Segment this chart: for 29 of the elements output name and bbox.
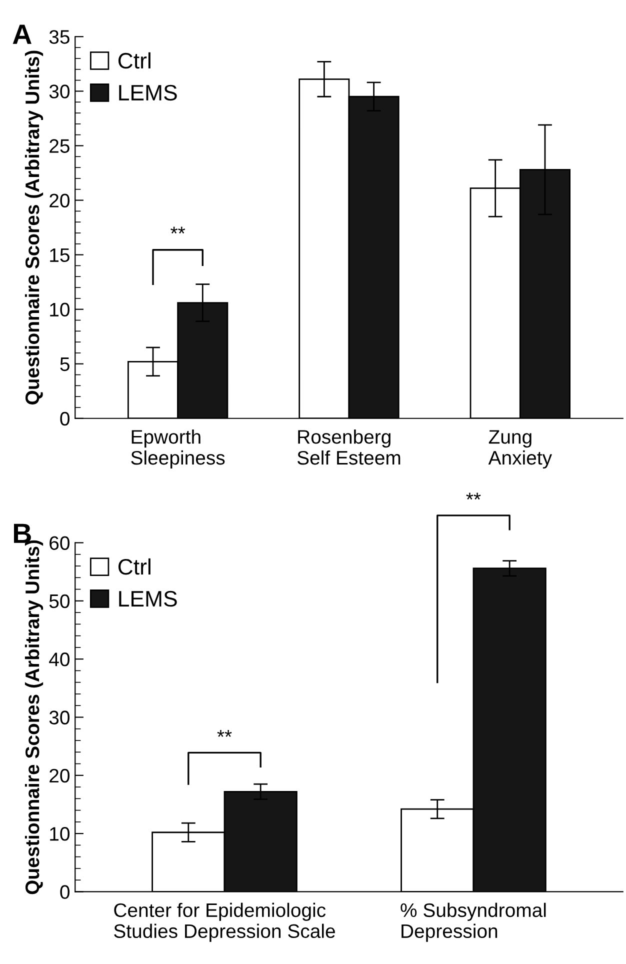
x-tick-label: Zung Anxiety: [488, 430, 552, 469]
y-tick-label: 40: [49, 652, 70, 666]
legend-label: Ctrl: [118, 558, 150, 575]
annotation: **: [217, 730, 232, 737]
legend-label: Ctrl: [118, 52, 150, 69]
y-tick-label: 30: [49, 710, 70, 724]
y-axis-title: Questionnaire Scores (Arbitrary Units): [24, 50, 44, 404]
x-tick-label: % Subsyndromal Depression: [400, 902, 546, 942]
y-tick-label: 20: [50, 768, 70, 783]
x-tick-label: Rosenberg Self Esteem: [297, 429, 400, 465]
y-tick-label: 35: [49, 30, 70, 44]
y-tick-label: 20: [50, 194, 70, 208]
x-tick-label: Center for Epidemiologic Studies Depression Scale: [114, 902, 335, 942]
y-tick-label: 10: [50, 827, 70, 841]
annotation: **: [170, 226, 186, 234]
y-tick-label: 5: [60, 358, 70, 372]
legend-label: LEMS: [119, 590, 177, 607]
legend-label: LEMS: [119, 84, 177, 101]
y-tick-label: 10: [50, 302, 70, 317]
text: **: [466, 492, 481, 500]
y-tick-label: 50: [49, 594, 70, 608]
x-tick-label: Epworth Sleepiness: [131, 429, 225, 469]
y-tick-label: 0: [60, 885, 70, 899]
y-tick-label: 60: [50, 536, 70, 550]
y-tick-label: 25: [50, 139, 70, 153]
y-tick-label: 15: [50, 248, 70, 262]
y-tick-label: 30: [49, 84, 70, 98]
chart-title: A: [12, 24, 32, 44]
y-tick-label: 0: [60, 412, 70, 426]
